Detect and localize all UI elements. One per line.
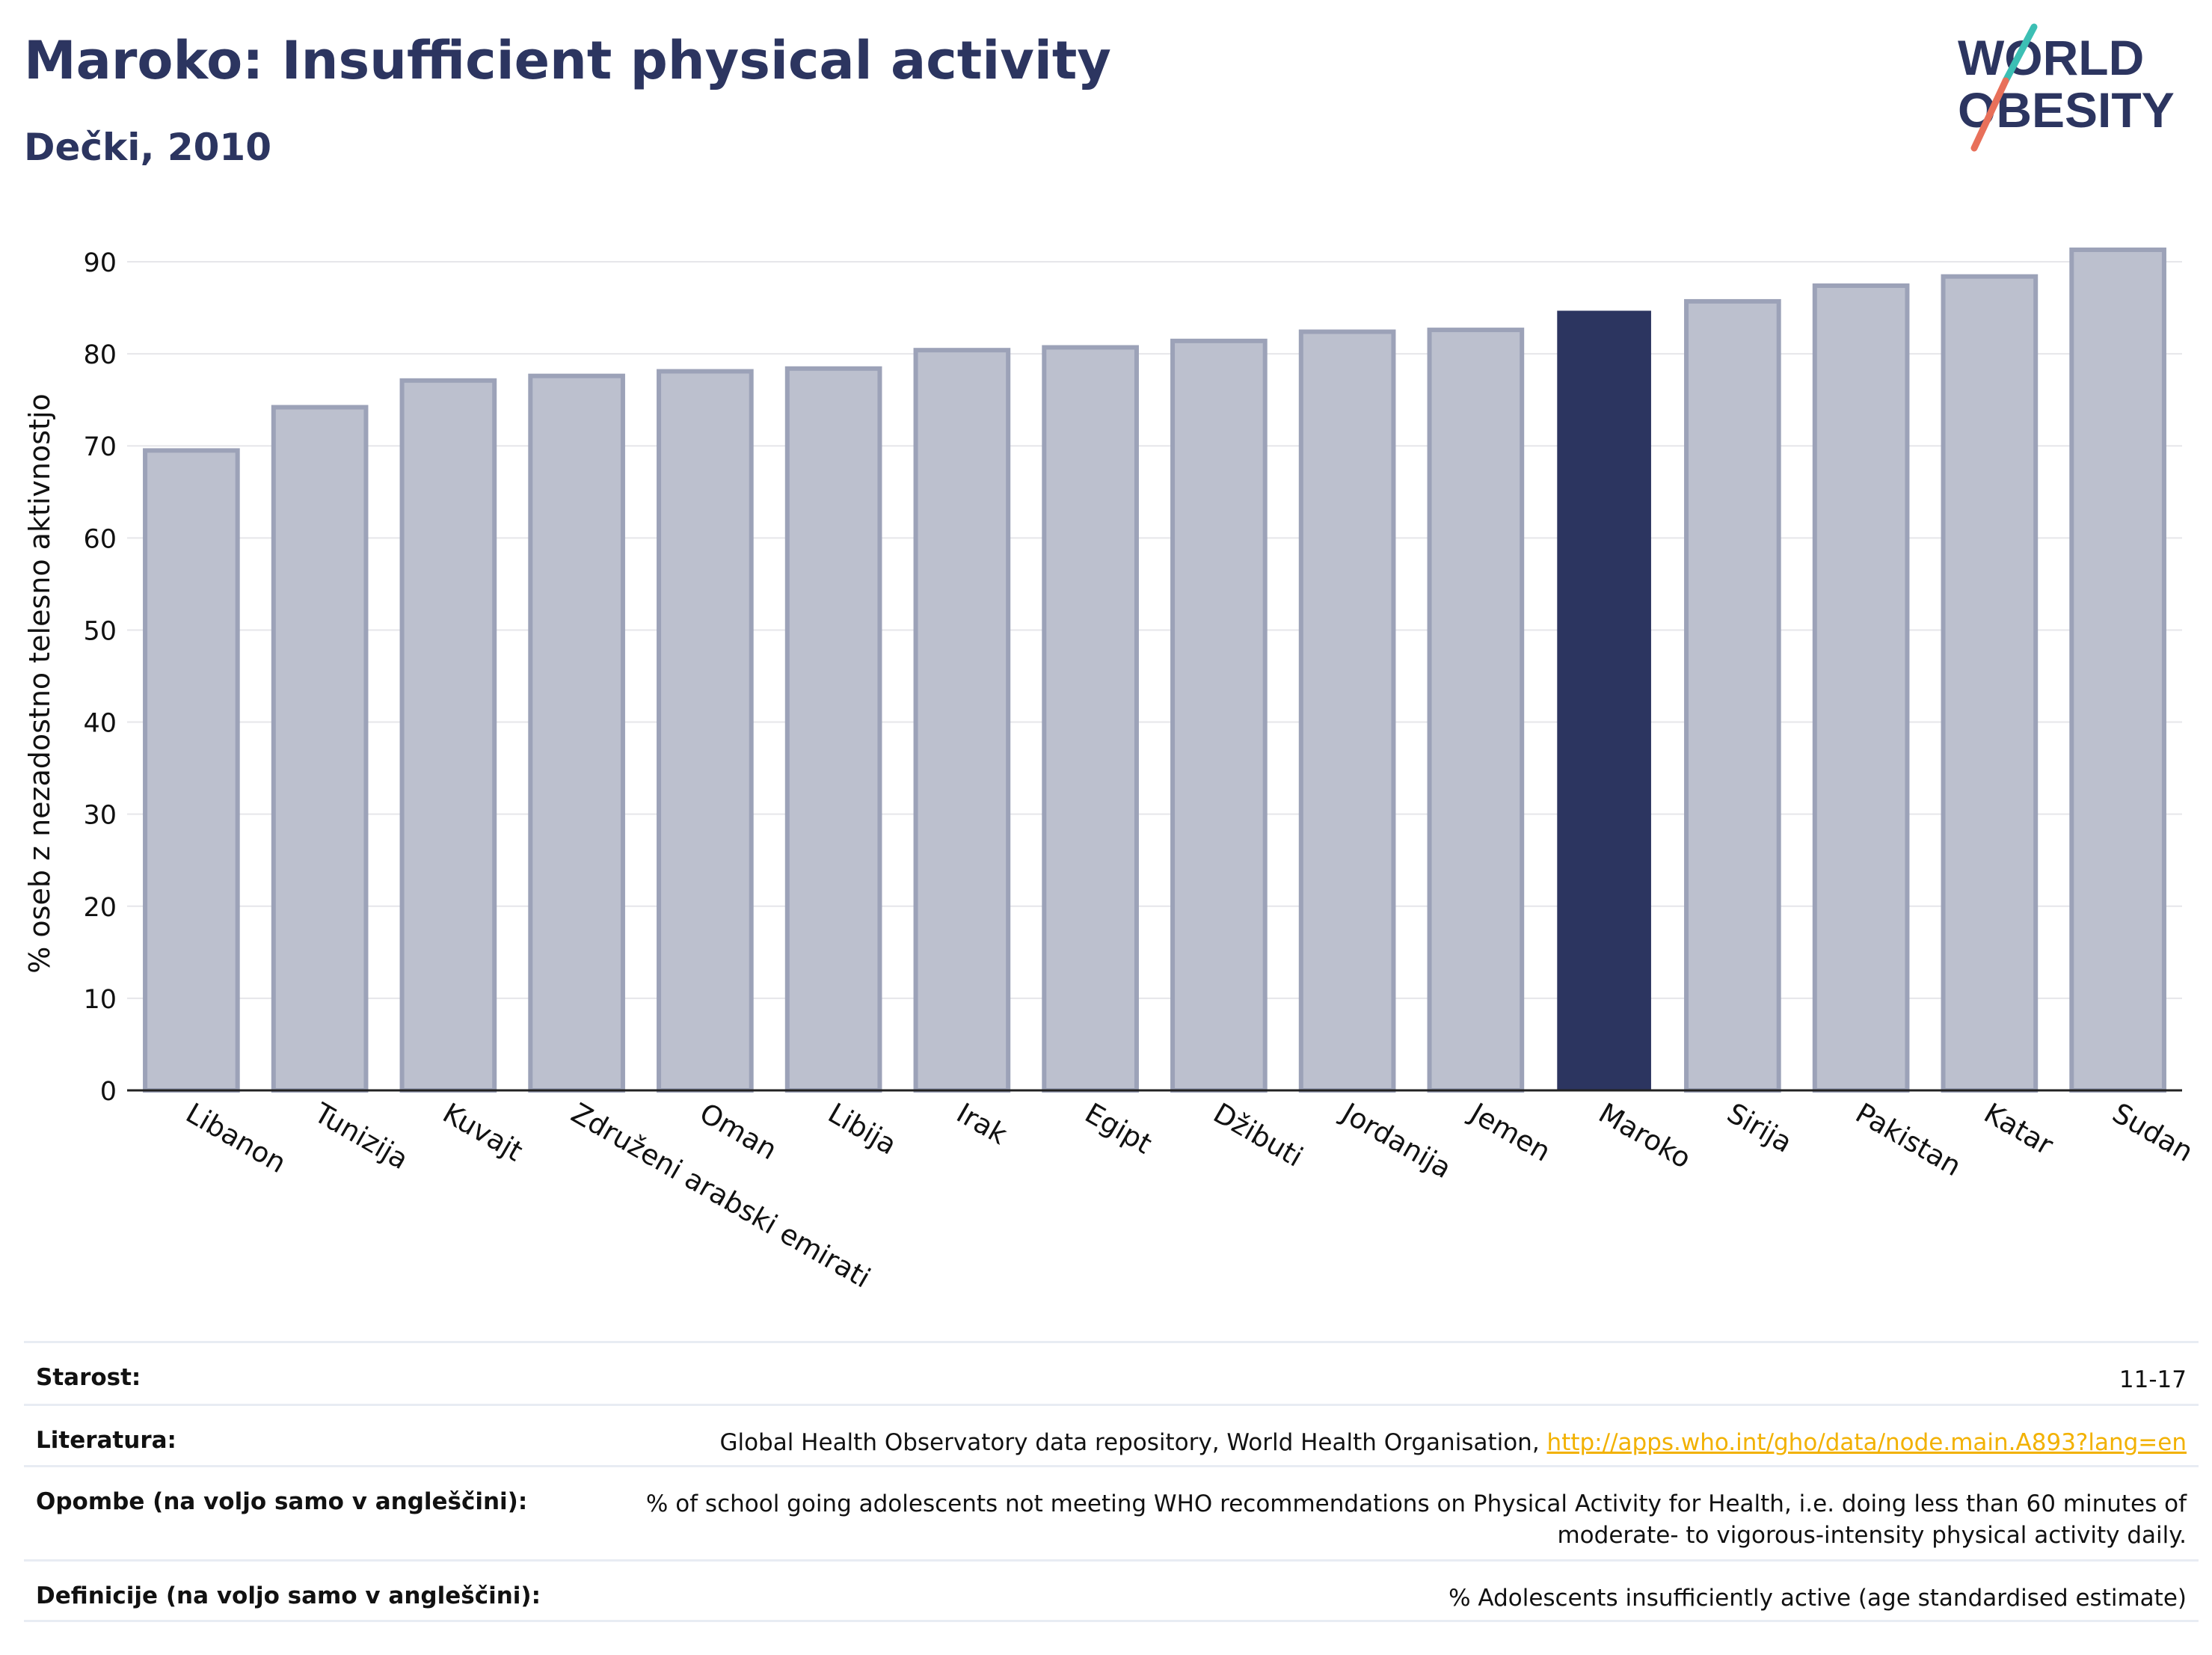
info-row-notes: Opombe (na voljo samo v angleščini): % o… bbox=[24, 1465, 2199, 1559]
source-link[interactable]: http://apps.who.int/gho/data/node.main.A… bbox=[1546, 1429, 2187, 1456]
info-label: Starost: bbox=[36, 1364, 141, 1391]
y-tick-label: 10 bbox=[83, 985, 117, 1015]
x-tick-label: Kuvajt bbox=[437, 1097, 528, 1168]
y-tick-label: 20 bbox=[83, 893, 117, 923]
info-label: Opombe (na voljo samo v angleščini): bbox=[36, 1488, 528, 1515]
x-tick-label: Libija bbox=[823, 1097, 902, 1161]
page-title: Maroko: Insufficient physical activity bbox=[24, 30, 1111, 91]
x-tick-label: Katar bbox=[1979, 1097, 2059, 1162]
x-tick-label: Egipt bbox=[1080, 1097, 1158, 1161]
info-table: Starost: 11-17 Literatura: Global Health… bbox=[24, 1341, 2199, 1622]
source-text: Global Health Observatory data repositor… bbox=[719, 1429, 1547, 1456]
y-tick-label: 80 bbox=[83, 340, 117, 370]
y-tick-label: 90 bbox=[83, 248, 117, 278]
world-obesity-logo: WORLD OBESITY bbox=[1958, 23, 2175, 152]
y-tick-label: 30 bbox=[83, 801, 117, 831]
x-tick-label: Sirija bbox=[1721, 1097, 1797, 1159]
bar-tunizija bbox=[271, 405, 369, 1093]
info-row-definitions: Definicije (na voljo samo v angleščini):… bbox=[24, 1559, 2199, 1622]
bar-chart: 0 10 20 30 40 50 60 70 80 90 Libanon Tunizija Kuvaj… bbox=[23, 247, 2199, 1295]
bar-egipt bbox=[1042, 345, 1139, 1093]
x-tick-label: Sudan bbox=[2107, 1097, 2199, 1169]
info-label: Definicije (na voljo samo v angleščini): bbox=[36, 1582, 541, 1609]
page-subtitle: Dečki, 2010 bbox=[24, 126, 272, 169]
bar-irak bbox=[913, 348, 1011, 1093]
info-value: % of school going adolescents not meetin… bbox=[645, 1490, 2187, 1549]
x-tick-label: Jemen bbox=[1463, 1096, 1556, 1168]
y-tick-label: 50 bbox=[83, 616, 117, 646]
x-tick-label: Irak bbox=[951, 1097, 1013, 1152]
info-row-literature: Literatura: Global Health Observatory da… bbox=[24, 1404, 2199, 1465]
x-tick-label: Oman bbox=[694, 1097, 782, 1167]
bar-libija bbox=[784, 366, 882, 1093]
bar-združeni-arabski-emirati bbox=[528, 373, 625, 1093]
bar-katar bbox=[1941, 274, 2039, 1093]
bar-kuvajt bbox=[399, 378, 497, 1093]
y-tick-label: 60 bbox=[83, 524, 117, 554]
y-axis-ticks: 0 10 20 30 40 50 60 70 80 90 bbox=[83, 248, 117, 1107]
x-tick-label: Jordanija bbox=[1335, 1096, 1457, 1185]
bars bbox=[143, 247, 2166, 1093]
x-tick-label: Maroko bbox=[1594, 1097, 1697, 1175]
bar-džibuti bbox=[1170, 338, 1268, 1093]
info-value: % Adolescents insufficiently active (age… bbox=[1448, 1585, 2187, 1612]
bar-sirija bbox=[1684, 298, 1781, 1093]
info-value: 11-17 bbox=[2119, 1366, 2187, 1393]
x-tick-label: Libanon bbox=[180, 1097, 291, 1180]
bar-libanon bbox=[143, 448, 240, 1093]
y-tick-label: 70 bbox=[83, 432, 117, 462]
x-tick-label: Džibuti bbox=[1208, 1097, 1308, 1173]
info-row-age: Starost: 11-17 bbox=[24, 1341, 2199, 1404]
bar-maroko bbox=[1557, 310, 1651, 1092]
y-tick-label: 0 bbox=[100, 1077, 117, 1107]
y-tick-label: 40 bbox=[83, 709, 117, 739]
bar-jemen bbox=[1427, 328, 1525, 1093]
x-tick-label: Pakistan bbox=[1850, 1097, 1967, 1183]
y-axis-label: % oseb z nezadostno telesno aktivnostjo bbox=[23, 393, 56, 974]
bar-sudan bbox=[2069, 247, 2166, 1093]
info-value: Global Health Observatory data repositor… bbox=[266, 1427, 2187, 1458]
bar-oman bbox=[657, 369, 754, 1093]
info-label: Literatura: bbox=[36, 1427, 176, 1454]
bar-pakistan bbox=[1812, 283, 1910, 1093]
x-tick-label: Tunizija bbox=[308, 1096, 414, 1176]
svg-text:WORLD: WORLD bbox=[1958, 30, 2144, 85]
x-axis-ticks: Libanon Tunizija Kuvajt Združeni arabski em… bbox=[180, 1096, 2199, 1295]
bar-jordanija bbox=[1298, 329, 1396, 1093]
